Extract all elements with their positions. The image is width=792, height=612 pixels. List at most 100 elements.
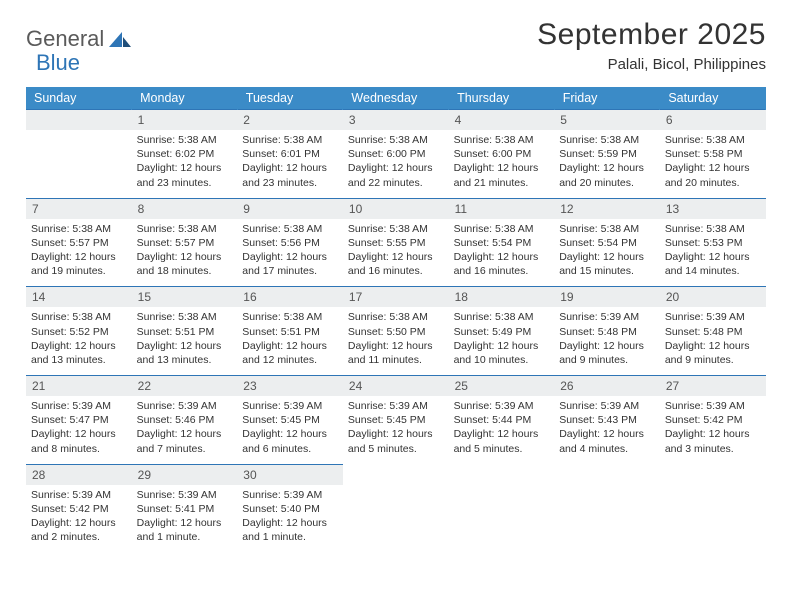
calendar-page: General September 2025 Palali, Bicol, Ph… — [0, 0, 792, 552]
day-number-empty — [26, 110, 132, 130]
calendar-day-cell: 25Sunrise: 5:39 AMSunset: 5:44 PMDayligh… — [449, 376, 555, 465]
day-number: 30 — [237, 465, 343, 485]
daylight-line: Daylight: 12 hours and 20 minutes. — [559, 161, 655, 189]
sunset-line: Sunset: 5:50 PM — [348, 325, 444, 339]
day-content: Sunrise: 5:39 AMSunset: 5:42 PMDaylight:… — [26, 485, 132, 553]
calendar-day-cell: 24Sunrise: 5:39 AMSunset: 5:45 PMDayligh… — [343, 376, 449, 465]
day-content: Sunrise: 5:38 AMSunset: 5:59 PMDaylight:… — [554, 130, 660, 198]
daylight-line: Daylight: 12 hours and 16 minutes. — [454, 250, 550, 278]
calendar-day-cell: 20Sunrise: 5:39 AMSunset: 5:48 PMDayligh… — [660, 287, 766, 376]
sunrise-line: Sunrise: 5:38 AM — [348, 222, 444, 236]
sunset-line: Sunset: 6:00 PM — [348, 147, 444, 161]
daylight-line: Daylight: 12 hours and 9 minutes. — [559, 339, 655, 367]
sunset-line: Sunset: 5:57 PM — [137, 236, 233, 250]
daylight-line: Daylight: 12 hours and 16 minutes. — [348, 250, 444, 278]
sunset-line: Sunset: 5:56 PM — [242, 236, 338, 250]
sunset-line: Sunset: 5:40 PM — [242, 502, 338, 516]
calendar-day-cell: 4Sunrise: 5:38 AMSunset: 6:00 PMDaylight… — [449, 110, 555, 199]
sunset-line: Sunset: 5:54 PM — [559, 236, 655, 250]
calendar-day-cell: 16Sunrise: 5:38 AMSunset: 5:51 PMDayligh… — [237, 287, 343, 376]
calendar-day-cell: 30Sunrise: 5:39 AMSunset: 5:40 PMDayligh… — [237, 464, 343, 552]
sunrise-line: Sunrise: 5:39 AM — [137, 488, 233, 502]
month-year-title: September 2025 — [537, 18, 766, 52]
day-content: Sunrise: 5:38 AMSunset: 6:01 PMDaylight:… — [237, 130, 343, 198]
sunrise-line: Sunrise: 5:38 AM — [137, 222, 233, 236]
sunrise-line: Sunrise: 5:38 AM — [665, 133, 761, 147]
day-number: 27 — [660, 376, 766, 396]
day-content: Sunrise: 5:38 AMSunset: 5:57 PMDaylight:… — [132, 219, 238, 287]
calendar-table: Sunday Monday Tuesday Wednesday Thursday… — [26, 87, 766, 552]
sunrise-line: Sunrise: 5:39 AM — [559, 310, 655, 324]
sunrise-line: Sunrise: 5:38 AM — [242, 222, 338, 236]
day-number: 28 — [26, 465, 132, 485]
sunrise-line: Sunrise: 5:38 AM — [348, 310, 444, 324]
sunrise-line: Sunrise: 5:39 AM — [31, 488, 127, 502]
logo-word-blue-wrap: Blue — [36, 50, 80, 76]
day-number: 18 — [449, 287, 555, 307]
weekday-wed: Wednesday — [343, 87, 449, 110]
calendar-day-cell: 23Sunrise: 5:39 AMSunset: 5:45 PMDayligh… — [237, 376, 343, 465]
day-content: Sunrise: 5:38 AMSunset: 5:53 PMDaylight:… — [660, 219, 766, 287]
day-number: 21 — [26, 376, 132, 396]
calendar-day-cell: 17Sunrise: 5:38 AMSunset: 5:50 PMDayligh… — [343, 287, 449, 376]
calendar-day-cell: 11Sunrise: 5:38 AMSunset: 5:54 PMDayligh… — [449, 198, 555, 287]
calendar-day-cell: 27Sunrise: 5:39 AMSunset: 5:42 PMDayligh… — [660, 376, 766, 465]
sunrise-line: Sunrise: 5:38 AM — [665, 222, 761, 236]
calendar-body: 1Sunrise: 5:38 AMSunset: 6:02 PMDaylight… — [26, 110, 766, 553]
calendar-week-row: 21Sunrise: 5:39 AMSunset: 5:47 PMDayligh… — [26, 376, 766, 465]
sunrise-line: Sunrise: 5:39 AM — [559, 399, 655, 413]
day-number: 4 — [449, 110, 555, 130]
calendar-day-cell: 7Sunrise: 5:38 AMSunset: 5:57 PMDaylight… — [26, 198, 132, 287]
day-content: Sunrise: 5:39 AMSunset: 5:43 PMDaylight:… — [554, 396, 660, 464]
weekday-mon: Monday — [132, 87, 238, 110]
daylight-line: Daylight: 12 hours and 5 minutes. — [348, 427, 444, 455]
sunrise-line: Sunrise: 5:38 AM — [454, 133, 550, 147]
daylight-line: Daylight: 12 hours and 10 minutes. — [454, 339, 550, 367]
day-number: 20 — [660, 287, 766, 307]
day-content: Sunrise: 5:39 AMSunset: 5:40 PMDaylight:… — [237, 485, 343, 553]
calendar-day-cell: 29Sunrise: 5:39 AMSunset: 5:41 PMDayligh… — [132, 464, 238, 552]
sunrise-line: Sunrise: 5:39 AM — [665, 310, 761, 324]
sunrise-line: Sunrise: 5:38 AM — [137, 133, 233, 147]
calendar-day-cell: 28Sunrise: 5:39 AMSunset: 5:42 PMDayligh… — [26, 464, 132, 552]
day-content: Sunrise: 5:38 AMSunset: 5:57 PMDaylight:… — [26, 219, 132, 287]
calendar-day-cell — [343, 464, 449, 552]
sunset-line: Sunset: 5:45 PM — [348, 413, 444, 427]
sunrise-line: Sunrise: 5:39 AM — [31, 399, 127, 413]
page-header: General September 2025 Palali, Bicol, Ph… — [26, 18, 766, 73]
daylight-line: Daylight: 12 hours and 22 minutes. — [348, 161, 444, 189]
daylight-line: Daylight: 12 hours and 1 minute. — [242, 516, 338, 544]
calendar-day-cell — [449, 464, 555, 552]
weekday-fri: Friday — [554, 87, 660, 110]
sunrise-line: Sunrise: 5:38 AM — [559, 133, 655, 147]
day-number: 10 — [343, 199, 449, 219]
day-number: 22 — [132, 376, 238, 396]
day-number: 23 — [237, 376, 343, 396]
calendar-day-cell — [26, 110, 132, 199]
calendar-day-cell: 19Sunrise: 5:39 AMSunset: 5:48 PMDayligh… — [554, 287, 660, 376]
sunrise-line: Sunrise: 5:38 AM — [454, 222, 550, 236]
sunrise-line: Sunrise: 5:39 AM — [454, 399, 550, 413]
daylight-line: Daylight: 12 hours and 11 minutes. — [348, 339, 444, 367]
daylight-line: Daylight: 12 hours and 13 minutes. — [31, 339, 127, 367]
daylight-line: Daylight: 12 hours and 8 minutes. — [31, 427, 127, 455]
daylight-line: Daylight: 12 hours and 13 minutes. — [137, 339, 233, 367]
calendar-day-cell: 10Sunrise: 5:38 AMSunset: 5:55 PMDayligh… — [343, 198, 449, 287]
day-number: 6 — [660, 110, 766, 130]
location-subtitle: Palali, Bicol, Philippines — [537, 56, 766, 73]
day-content: Sunrise: 5:39 AMSunset: 5:48 PMDaylight:… — [554, 307, 660, 375]
daylight-line: Daylight: 12 hours and 5 minutes. — [454, 427, 550, 455]
sunrise-line: Sunrise: 5:38 AM — [348, 133, 444, 147]
day-number: 15 — [132, 287, 238, 307]
title-block: September 2025 Palali, Bicol, Philippine… — [537, 18, 766, 73]
daylight-line: Daylight: 12 hours and 17 minutes. — [242, 250, 338, 278]
sunset-line: Sunset: 5:59 PM — [559, 147, 655, 161]
day-content: Sunrise: 5:38 AMSunset: 5:51 PMDaylight:… — [132, 307, 238, 375]
day-content: Sunrise: 5:38 AMSunset: 5:52 PMDaylight:… — [26, 307, 132, 375]
day-number: 7 — [26, 199, 132, 219]
calendar-week-row: 28Sunrise: 5:39 AMSunset: 5:42 PMDayligh… — [26, 464, 766, 552]
sunset-line: Sunset: 6:02 PM — [137, 147, 233, 161]
calendar-day-cell: 15Sunrise: 5:38 AMSunset: 5:51 PMDayligh… — [132, 287, 238, 376]
day-number: 12 — [554, 199, 660, 219]
sunset-line: Sunset: 5:52 PM — [31, 325, 127, 339]
